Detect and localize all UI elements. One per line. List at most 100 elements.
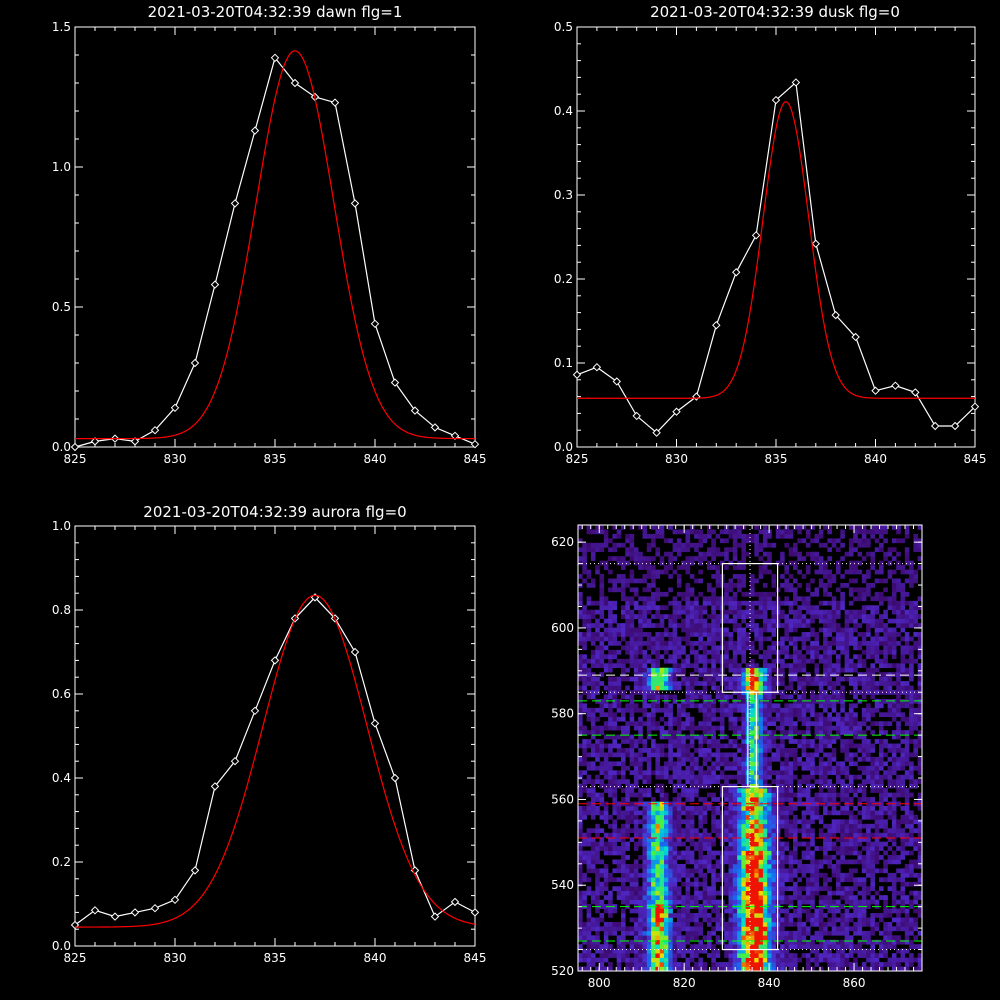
heatmap-cell [879, 810, 884, 816]
heatmap-cell [883, 841, 888, 847]
heatmap-cell [741, 658, 746, 664]
heatmap-cell [621, 859, 626, 865]
heatmap-cell [771, 899, 777, 905]
heatmap-cell [659, 788, 665, 793]
heatmap-cell [707, 837, 712, 842]
heatmap-cell [879, 805, 884, 811]
heatmap-cell [582, 658, 587, 664]
heatmap-cell [685, 832, 691, 838]
heatmap-cell [586, 913, 592, 918]
heatmap-cell [831, 810, 837, 816]
heatmap-cell [582, 948, 587, 954]
heatmap-cell [711, 828, 716, 834]
heatmap-cell [827, 703, 832, 709]
heatmap-cell [715, 779, 721, 784]
heatmap-cell [823, 913, 828, 918]
heatmap-cell [586, 939, 592, 945]
heatmap-cell [896, 779, 901, 784]
heatmap-cell [767, 895, 772, 900]
heatmap-cell [788, 855, 794, 860]
heatmap-cell [685, 685, 691, 691]
heatmap-cell [900, 814, 906, 820]
heatmap-cell [664, 890, 669, 896]
heatmap-cell [848, 676, 854, 682]
heatmap-cell [917, 953, 923, 958]
heatmap-cell [724, 837, 729, 842]
heatmap-cell [788, 667, 794, 673]
heatmap-cell [801, 819, 807, 825]
heatmap-cell [612, 810, 617, 816]
heatmap-cell [608, 890, 613, 896]
heatmap-cell [891, 703, 897, 709]
heatmap-cell [913, 779, 918, 784]
heatmap-cell [578, 810, 583, 816]
heatmap-cell [909, 658, 914, 664]
heatmap-cell [874, 761, 880, 767]
heatmap-cell [853, 743, 858, 749]
heatmap-cell [836, 654, 841, 660]
heatmap-cell [646, 774, 652, 780]
heatmap-cell [595, 948, 600, 954]
heatmap-cell [625, 725, 630, 731]
heatmap-cell [616, 953, 622, 958]
heatmap-cell [853, 716, 858, 722]
heatmap-cell [762, 859, 768, 865]
heatmap-cell [909, 739, 914, 744]
heatmap-cell [711, 877, 716, 883]
heatmap-cell [913, 908, 918, 914]
heatmap-cell [823, 698, 828, 704]
heatmap-cell [651, 658, 656, 664]
heatmap-cell [612, 908, 617, 914]
heatmap-cell [797, 783, 802, 789]
heatmap-cell [891, 944, 897, 949]
heatmap-cell [689, 783, 695, 789]
heatmap-cell [629, 819, 635, 825]
data-point-marker [390, 378, 400, 387]
heatmap-cell [707, 868, 712, 874]
heatmap-cell [866, 743, 871, 749]
heatmap-cell [724, 944, 729, 949]
heatmap-cell [767, 935, 772, 941]
heatmap-cell [896, 855, 901, 860]
heatmap-cell [737, 788, 742, 793]
heatmap-cell [655, 663, 660, 669]
heatmap-cell [595, 765, 600, 771]
heatmap-cell [745, 640, 751, 646]
heatmap-cell [805, 681, 811, 686]
heatmap-cell [767, 681, 772, 686]
heatmap-cell [672, 895, 678, 900]
heatmap-cell [870, 721, 875, 726]
heatmap-cell [642, 823, 648, 829]
data-point-marker [350, 199, 360, 208]
heatmap-cell [672, 730, 678, 735]
heatmap-cell [694, 748, 699, 753]
panel-dawn: 2021-03-20T04:32:39 dawn flg=1 825 830 835… [52, 3, 487, 466]
heatmap-cell [917, 649, 923, 655]
heatmap-cell [745, 917, 751, 923]
heatmap-cell [590, 957, 596, 963]
heatmap-cell [590, 707, 596, 713]
heatmap-cell [590, 788, 596, 793]
heatmap-cell [788, 886, 794, 892]
heatmap-cell [887, 690, 893, 695]
heatmap-cell [750, 739, 755, 744]
heatmap-cell [780, 779, 785, 784]
heatmap-cell [732, 877, 738, 883]
heatmap-cell [676, 877, 682, 883]
heatmap-cell [857, 819, 863, 825]
heatmap-cell [621, 828, 626, 834]
heatmap-cell [780, 681, 785, 686]
heatmap-cell [788, 895, 794, 900]
heatmap-cell [788, 761, 794, 767]
heatmap-cell [900, 792, 906, 798]
heatmap-cell [711, 904, 716, 909]
heatmap-cell [831, 855, 837, 860]
heatmap-cell [625, 966, 630, 972]
heatmap-cell [840, 921, 845, 927]
heatmap-cell [909, 690, 914, 695]
heatmap-cell [625, 645, 630, 651]
heatmap-cell [909, 828, 914, 834]
heatmap-cell [823, 663, 828, 669]
heatmap-cell [741, 930, 746, 936]
heatmap-cell [672, 698, 678, 704]
